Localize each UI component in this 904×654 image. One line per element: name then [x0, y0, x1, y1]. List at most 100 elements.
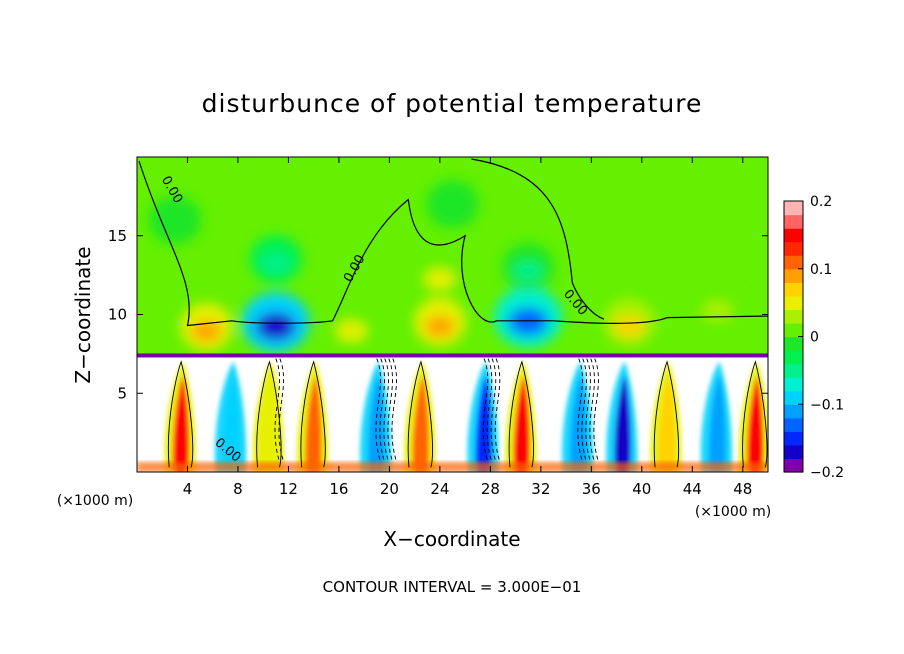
contour-negative	[391, 358, 398, 463]
colorbar-tick-label: 0	[810, 330, 819, 346]
x-tick-label: 12	[279, 480, 298, 498]
z-tick-label: 15	[108, 227, 127, 245]
colorbar-segment	[784, 336, 803, 351]
colorbar-segment	[784, 350, 803, 365]
anomaly-core	[191, 321, 222, 342]
x-tick-label: 24	[430, 480, 449, 498]
contour-negative	[581, 358, 588, 463]
x-tick-label: 44	[683, 480, 702, 498]
band-core	[305, 375, 322, 472]
colorbar: 0.2 0.1 0 −0.1 −0.2	[783, 194, 844, 481]
surface-strip	[137, 462, 768, 472]
contour-negative	[387, 358, 394, 463]
contour-positive	[407, 360, 433, 468]
x-tick-label: 28	[481, 480, 500, 498]
colorbar-tick-label: −0.2	[810, 465, 844, 481]
colorbar-segment	[784, 431, 803, 446]
contour-positive	[742, 360, 768, 468]
x-tick-label: 32	[531, 480, 550, 498]
anomaly-core	[437, 198, 468, 219]
x-axis-label: X−coordinate	[383, 527, 520, 551]
x-tick-label: 36	[582, 480, 601, 498]
contour-negative	[278, 358, 285, 463]
x-tick-label: 16	[329, 480, 348, 498]
colorbar-segment	[784, 390, 803, 405]
z-tick-label: 10	[108, 306, 127, 324]
colorbar-segment	[784, 201, 803, 216]
colorbar-segment	[784, 404, 803, 419]
x-unit-right: (×1000 m)	[695, 504, 771, 520]
layer-boundary	[137, 353, 768, 358]
x-axis: 4 8 12 16 20 24 28 32 36 40 44 48	[183, 157, 752, 498]
colorbar-tick-label: −0.1	[810, 397, 844, 413]
band-core	[412, 375, 429, 472]
anomaly-core	[702, 300, 733, 321]
chart-title: disturbunce of potential temperature	[202, 89, 703, 118]
colorbar-tick-label: 0.2	[810, 194, 832, 210]
anomaly-core	[508, 307, 549, 336]
contour-zero-upper	[471, 158, 605, 320]
colorbar-segment	[784, 295, 803, 310]
anomaly-core	[159, 214, 190, 234]
lower-bands	[164, 361, 768, 472]
contour-negative	[589, 358, 596, 463]
contour-negative	[490, 358, 497, 463]
anomaly-core	[424, 269, 455, 290]
colorbar-segment	[784, 377, 803, 392]
anomaly-core	[336, 321, 367, 342]
z-tick-label: 5	[117, 384, 127, 402]
contour-positive	[167, 360, 194, 468]
anomaly-core	[513, 261, 544, 282]
colorbar-segment	[784, 309, 803, 324]
band-core	[223, 375, 240, 472]
z-axis-label: Z−coordinate	[71, 246, 95, 383]
contour-negative	[486, 358, 493, 463]
x-tick-label: 20	[380, 480, 399, 498]
x-tick-label: 4	[183, 480, 193, 498]
anomaly-core	[614, 316, 645, 337]
contour-negative	[593, 358, 600, 463]
colorbar-segment	[784, 268, 803, 283]
anomaly-core	[255, 312, 296, 341]
colorbar-segment	[784, 458, 803, 473]
contour-positive	[256, 360, 282, 468]
colorbar-segment	[784, 228, 803, 243]
contour-negative	[585, 358, 592, 463]
contour-negative	[375, 358, 382, 463]
contour-zero-lower	[138, 160, 768, 327]
anomaly-core	[424, 316, 455, 337]
x-unit-left: (×1000 m)	[57, 493, 133, 509]
colorbar-tick-label: 0.1	[810, 262, 832, 278]
x-tick-label: 48	[733, 480, 752, 498]
colorbar-segment	[784, 417, 803, 432]
colorbar-segment	[784, 255, 803, 270]
upper-anomalies	[148, 180, 744, 353]
band-core	[658, 375, 675, 472]
contour-positive	[300, 360, 326, 468]
contour-negative	[482, 358, 489, 463]
plot-area	[137, 157, 768, 472]
colorbar-segment	[784, 322, 803, 338]
band-core	[747, 375, 764, 472]
band-core	[614, 375, 631, 472]
contour-negative	[383, 358, 390, 463]
contour-interval-note: CONTOUR INTERVAL = 3.000E−01	[323, 578, 582, 596]
contour-negative	[577, 358, 584, 463]
colorbar-segment	[784, 444, 803, 460]
colorbar-segment	[784, 214, 803, 229]
colorbar-segment	[784, 282, 803, 297]
band-core	[172, 375, 190, 472]
band-core	[261, 375, 278, 472]
band-core	[709, 375, 726, 472]
anomaly-core	[260, 253, 291, 274]
colorbar-segment	[784, 241, 803, 256]
band-core	[513, 375, 530, 472]
x-tick-label: 40	[632, 480, 651, 498]
colorbar-segment	[784, 363, 803, 378]
z-axis: 5 10 15	[108, 227, 768, 402]
contour-negative	[274, 358, 281, 463]
contour-positive	[508, 360, 534, 468]
contour-negative	[494, 358, 501, 463]
contour-positive	[653, 360, 680, 468]
